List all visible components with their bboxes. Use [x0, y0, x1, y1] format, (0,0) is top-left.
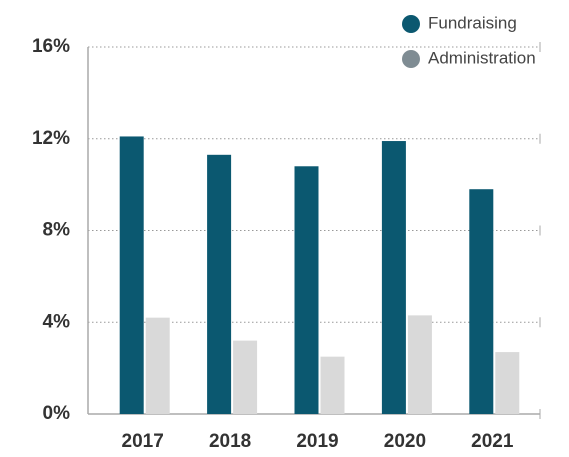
bar: [233, 340, 258, 414]
y-tick-label: 8%: [43, 220, 71, 241]
y-tick-label: 12%: [32, 128, 70, 149]
x-tick-label: 2018: [209, 431, 251, 452]
bar: [294, 166, 319, 414]
y-tick-label: 16%: [32, 36, 70, 57]
x-tick-label: 2020: [384, 431, 426, 452]
x-tick-label: 2019: [296, 431, 338, 452]
y-tick-label: 4%: [43, 311, 71, 332]
y-tick-label: 0%: [43, 403, 71, 424]
bar: [320, 356, 345, 414]
bar: [119, 136, 144, 415]
legend-marker: [402, 15, 420, 33]
bar: [207, 154, 232, 414]
legend-marker: [402, 50, 420, 68]
bar: [145, 317, 170, 414]
x-tick-label: 2021: [471, 431, 514, 452]
bar: [469, 189, 494, 414]
bar: [407, 315, 432, 414]
bar: [495, 352, 520, 414]
legend-label: Fundraising: [428, 13, 517, 32]
bar: [381, 141, 406, 414]
x-tick-label: 2017: [122, 431, 164, 452]
legend-label: Administration: [428, 48, 536, 67]
